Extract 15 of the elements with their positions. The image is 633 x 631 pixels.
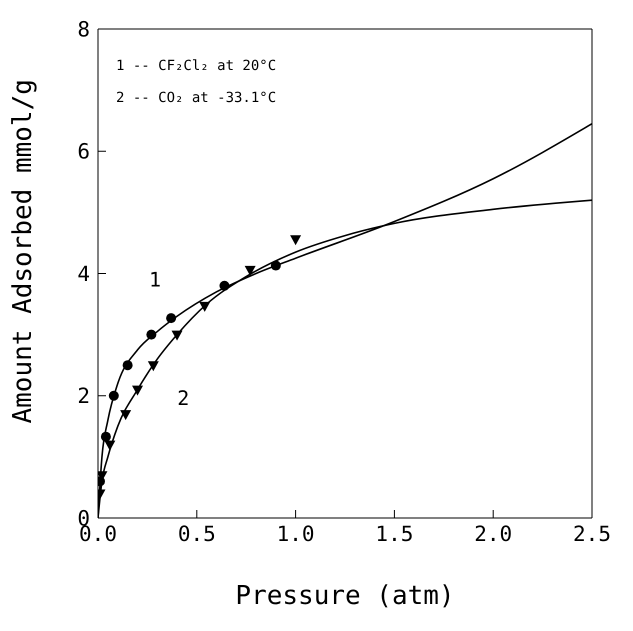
x-axis-title: Pressure (atm)	[235, 581, 455, 611]
series-label: 1	[149, 267, 162, 292]
x-tick-label: 2.5	[573, 522, 611, 546]
x-tick-label: 1.0	[276, 522, 315, 546]
annotation: 1 -- CF₂Cl₂ at 20°C	[116, 57, 276, 76]
y-axis-title: Amount Adsorbed mmol/g	[8, 79, 38, 424]
series-label: 2	[177, 386, 190, 410]
x-tick-label: 2.0	[474, 522, 512, 546]
x-tick-label: 1.5	[375, 522, 414, 546]
y-tick-label: 4	[77, 262, 90, 286]
x-tick-label: 0.5	[178, 522, 216, 546]
y-tick-label: 8	[77, 17, 90, 42]
y-tick-label: 6	[77, 140, 90, 164]
y-tick-label: 2	[77, 384, 90, 408]
annotation: 2 -- CO₂ at -33.1°C	[116, 89, 276, 108]
